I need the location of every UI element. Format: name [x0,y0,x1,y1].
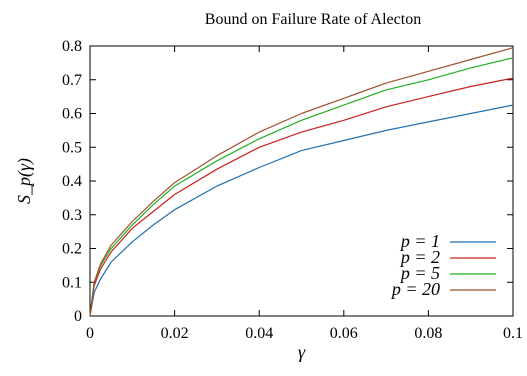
legend-label-3: p = 5 [399,263,440,283]
series-line-1 [89,104,514,317]
y-tick-label: 0.5 [62,139,82,156]
x-tick-label: 0.06 [330,325,358,342]
x-axis-ticks: 0 0.02 0.04 0.06 0.08 0.1 [86,46,523,342]
y-tick-label: 0.6 [62,106,82,123]
x-tick-label: 0.02 [161,325,189,342]
x-tick-label: 0.04 [245,325,273,342]
plot-border [89,45,514,317]
y-axis-title: S_p(γ) [14,158,35,204]
chart-title: Bound on Failure Rate of Alecton [205,11,421,28]
series-lines [89,47,514,317]
series-line-2 [89,77,514,317]
series-line-4 [89,47,514,317]
x-tick-label: 0.08 [414,325,442,342]
y-tick-label: 0.4 [62,173,82,190]
y-axis-label: S_p(γ) [14,158,35,204]
x-axis-title: γ [298,342,306,362]
legend-label-2: p = 2 [399,247,440,267]
y-tick-label: 0.3 [62,207,82,224]
y-tick-label: 0.7 [62,72,82,89]
y-tick-label: 0.2 [62,241,82,258]
plot-frame [89,45,514,317]
y-tick-label: 0.8 [62,38,82,55]
y-tick-label: 0 [74,308,82,325]
x-tick-label: 0 [86,325,94,342]
x-tick-label: 0.1 [503,325,523,342]
x-axis-label: γ [298,342,306,362]
legend: p = 1p = 2p = 5p = 20 [390,231,496,299]
legend-label-1: p = 1 [399,231,440,251]
y-axis-ticks: 0 0.1 0.2 0.3 0.4 0.5 0.6 0.7 0.8 [62,38,513,325]
legend-label-4: p = 20 [390,279,440,299]
y-tick-label: 0.1 [62,274,82,291]
series-line-3 [89,57,514,317]
